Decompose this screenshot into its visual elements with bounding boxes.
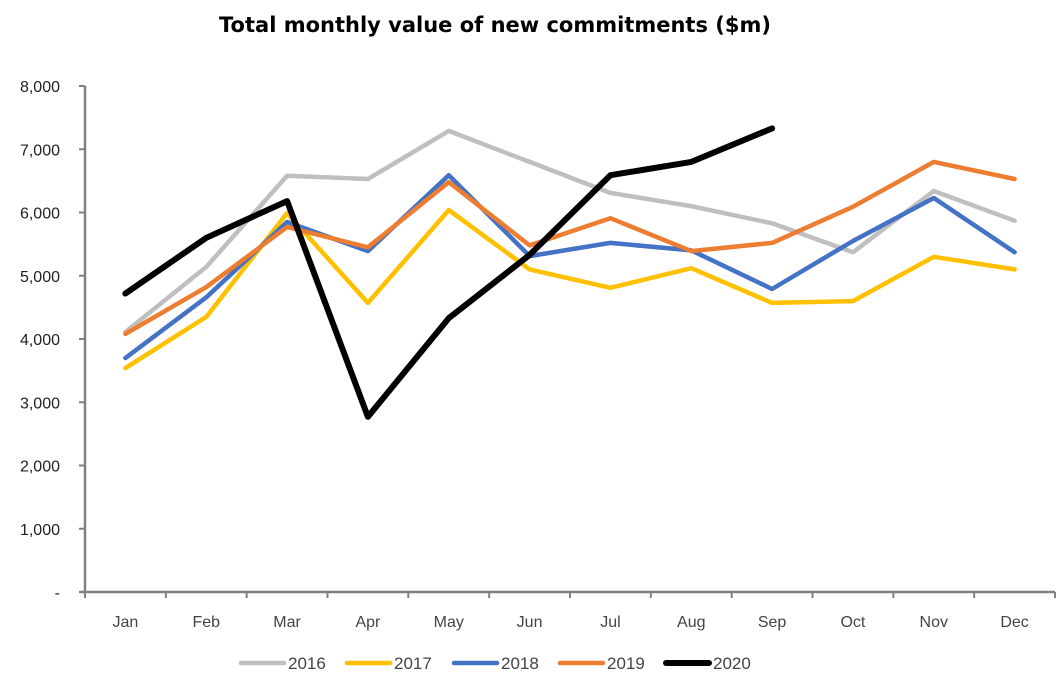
y-tick-label: 5,000 xyxy=(20,269,60,286)
chart-title: Total monthly value of new commitments (… xyxy=(219,13,771,37)
series-line-2018 xyxy=(123,172,1017,361)
x-tick-label: Jan xyxy=(113,614,139,631)
x-tick-label: Feb xyxy=(192,614,220,631)
x-axis: Jan Feb Mar Apr May Jun Jul Aug Sep Oct Nov Dec xyxy=(79,590,1056,631)
y-tick-label: 3,000 xyxy=(20,395,60,412)
y-tick-label: - xyxy=(55,585,60,602)
y-axis: - 1,000 2,000 3,000 4,000 5,000 6,000 7,000 8,00… xyxy=(20,79,87,602)
legend-label-2020: 2020 xyxy=(713,654,751,673)
legend-label-2016: 2016 xyxy=(288,654,326,673)
x-tick-label: May xyxy=(434,614,464,631)
y-tick-label: 2,000 xyxy=(20,459,60,476)
legend-label-2018: 2018 xyxy=(501,654,539,673)
x-tick-label: Mar xyxy=(273,614,301,631)
legend-label-2019: 2019 xyxy=(607,654,645,673)
x-tick-label: Sep xyxy=(758,614,787,631)
y-tick-label: 4,000 xyxy=(20,332,60,349)
x-tick-label: Nov xyxy=(920,614,948,631)
series-line-2017 xyxy=(123,207,1017,371)
x-tick-label: Aug xyxy=(677,614,705,631)
x-tick-label: Jul xyxy=(600,614,620,631)
y-tick-label: 6,000 xyxy=(20,206,60,223)
y-tick-label: 1,000 xyxy=(20,522,60,539)
legend: 2016 2017 2018 2019 2020 xyxy=(238,654,751,673)
y-tick-label: 8,000 xyxy=(20,79,60,96)
x-tick-label: Apr xyxy=(355,614,381,631)
y-tick-label: 7,000 xyxy=(20,142,60,159)
x-tick-label: Dec xyxy=(1000,614,1028,631)
x-tick-label: Oct xyxy=(840,614,865,631)
series-line-2019 xyxy=(123,159,1017,337)
x-tick-label: Jun xyxy=(517,614,543,631)
legend-label-2017: 2017 xyxy=(394,654,432,673)
series-line-2016 xyxy=(123,128,1017,335)
series-layer xyxy=(122,125,1017,420)
